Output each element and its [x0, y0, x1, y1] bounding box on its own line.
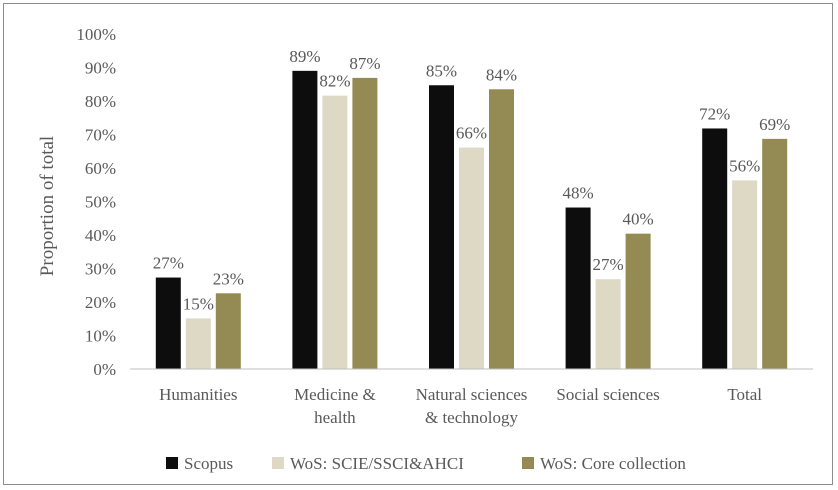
data-label: 56% [729, 156, 760, 175]
bar-scopus [292, 70, 318, 369]
bar-wos-scie-ssci-ahci [322, 95, 348, 369]
chart-frame: 0% 10% 20% 30% 40% 50% 60% 70% 80% 90% 100% Proport… [3, 3, 833, 485]
legend-label: WoS: Core collection [540, 454, 686, 473]
data-label: 87% [349, 54, 380, 73]
bar-scopus [565, 207, 591, 369]
data-label: 72% [699, 104, 730, 123]
y-tick-label: 80% [85, 92, 116, 111]
x-tick-label: Natural sciences [416, 385, 528, 404]
x-tick-label: & technology [425, 408, 519, 427]
y-tick-label: 70% [85, 126, 116, 145]
y-tick-label: 20% [85, 293, 116, 312]
legend-label: WoS: SCIE/SSCI&AHCI [290, 454, 464, 473]
x-tick-label: Social sciences [556, 385, 659, 404]
legend-swatch [272, 457, 284, 469]
data-label: 27% [153, 254, 184, 273]
x-tick-label: health [314, 408, 356, 427]
y-axis-label: Proportion of total [37, 136, 58, 276]
y-tick-label: 30% [85, 260, 116, 279]
data-label: 48% [563, 184, 594, 203]
bar-wos-core-collection [762, 138, 788, 369]
x-tick-label: Total [727, 385, 762, 404]
y-tick-label: 60% [85, 159, 116, 178]
legend-label: Scopus [184, 454, 233, 473]
data-label: 23% [213, 269, 244, 288]
bar-scopus [702, 128, 728, 369]
data-label: 85% [426, 61, 457, 80]
bar-wos-scie-ssci-ahci [732, 180, 758, 369]
y-tick-label: 50% [85, 193, 116, 212]
bar-wos-core-collection [215, 293, 241, 369]
bar-wos-core-collection [489, 89, 514, 370]
bar-chart: 0% 10% 20% 30% 40% 50% 60% 70% 80% 90% 100% Proport… [37, 25, 813, 473]
y-tick-label: 100% [76, 25, 116, 44]
bar-wos-core-collection [352, 77, 378, 369]
bar-scopus [155, 277, 181, 369]
x-tick-label: Medicine & [294, 385, 376, 404]
data-label: 66% [456, 124, 487, 143]
bar-wos-scie-ssci-ahci [459, 147, 484, 369]
legend-swatch [522, 457, 534, 469]
legend-swatch [166, 457, 178, 469]
y-tick-label: 10% [85, 327, 116, 346]
bar-scopus [429, 85, 454, 369]
data-label: 27% [593, 255, 624, 274]
data-label: 84% [486, 65, 517, 84]
x-tick-label: Humanities [159, 385, 237, 404]
data-label: 69% [759, 115, 790, 134]
data-label: 40% [623, 210, 654, 229]
bar-wos-scie-ssci-ahci [185, 318, 211, 369]
data-label: 15% [183, 294, 214, 313]
y-tick-label: 0% [93, 360, 116, 379]
y-tick-label: 40% [85, 226, 116, 245]
data-label: 89% [289, 47, 320, 66]
bar-wos-scie-ssci-ahci [595, 279, 621, 369]
bar-wos-core-collection [625, 233, 651, 369]
data-label: 82% [319, 72, 350, 91]
y-tick-label: 90% [85, 59, 116, 78]
